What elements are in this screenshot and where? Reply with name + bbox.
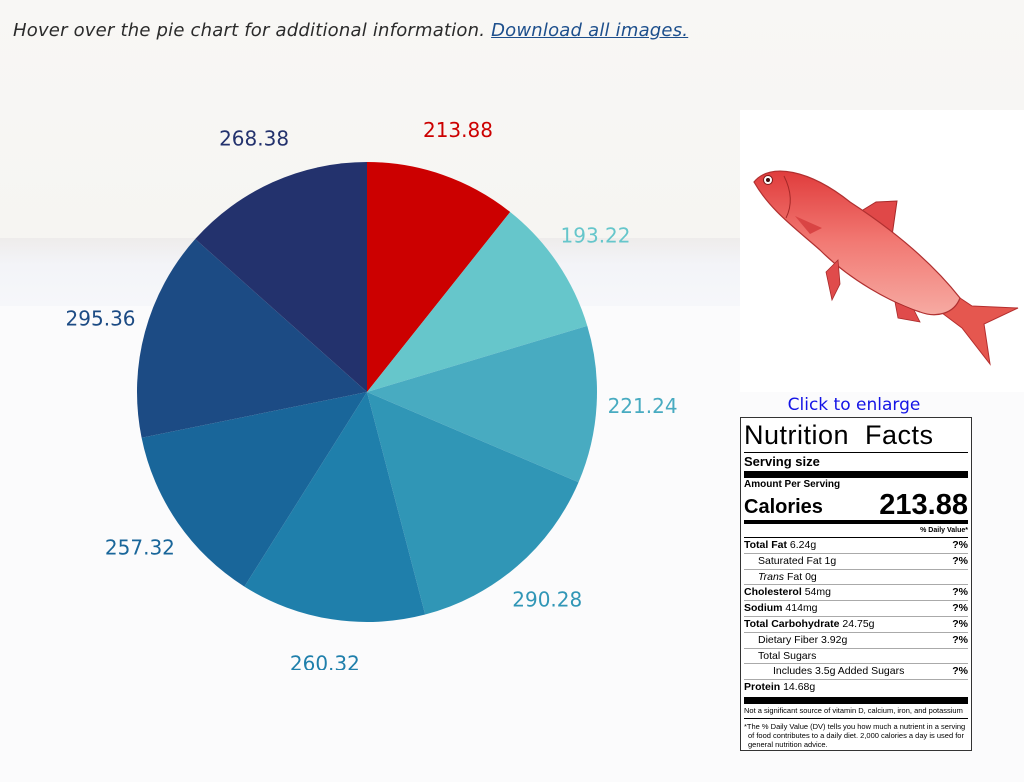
pie-slice[interactable] [195,162,367,392]
medium-divider [744,520,968,524]
pie-slice-label: 221.24 [608,394,678,418]
daily-value-percent: ?% [952,586,968,599]
pie-slice-label: 213.88 [423,118,493,142]
click-to-enlarge-link[interactable]: Click to enlarge [787,395,921,415]
pie-chart[interactable]: 213.88 193.22 221.24 290.28 260.32 257.32 295.… [0,90,740,670]
nutrient-row-total-fat: Total Fat 6.24g ?% [744,538,968,554]
daily-value-percent: ?% [952,554,968,567]
pie-slice-label: 268.38 [219,127,289,151]
daily-value-percent: ?% [952,617,968,630]
pie-slice[interactable] [141,392,367,587]
nutrient-row-total-carbohydrate: Total Carbohydrate 24.75g ?% [744,617,968,633]
nutrient-row-protein: Protein 14.68g [744,681,816,694]
daily-value-percent: ?% [952,665,968,678]
pie-slice-label: 260.32 [290,651,360,670]
thick-divider [744,471,968,478]
calories-row: Calories 213.88 [744,489,968,521]
thick-divider [744,696,968,704]
calories-value: 213.88 [879,489,968,521]
pie-slice[interactable] [367,211,588,392]
nutrition-note: Not a significant source of vitamin D, c… [744,705,963,715]
pie-slice[interactable] [137,239,367,438]
nutrient-row-sodium: Sodium 414mg ?% [744,601,968,617]
download-all-images-link[interactable]: Download all images. [491,20,689,41]
pie-slice-label: 257.32 [105,535,175,559]
nutrition-footnote: *The % Daily Value (DV) tells you how mu… [744,717,968,749]
pie-slice[interactable] [367,392,579,615]
pie-slice[interactable] [367,325,597,483]
nutrient-row-dietary-fiber: Dietary Fiber 3.92g ?% [744,633,968,649]
nutrition-facts-title: Nutrition Facts [744,420,934,450]
pie-slice[interactable] [244,392,426,622]
nutrient-row-saturated-fat: Saturated Fat 1g ?% [744,554,968,570]
daily-value-header: % Daily Value* [744,525,968,538]
nutrient-row-total-sugars: Total Sugars [744,649,968,665]
daily-value-percent: ?% [952,633,968,646]
pie-slice-label: 290.28 [512,588,582,612]
nutrition-facts-panel: Nutrition Facts Serving size Amount Per … [740,417,972,751]
daily-value-percent: ?% [952,602,968,615]
intro-text: Hover over the pie chart for additional … [13,20,688,41]
nutrient-row-added-sugars: Includes 3.5g Added Sugars ?% [744,664,968,681]
calories-label: Calories [744,496,823,518]
daily-value-percent: ?% [952,539,968,551]
fish-illustration [753,170,1019,366]
pie-slice-label: 295.36 [66,307,136,331]
nutrient-row-cholesterol: Cholesterol 54mg ?% [744,585,968,602]
amount-per-serving-label: Amount Per Serving [744,479,841,490]
pie-slice-label: 193.22 [561,224,631,248]
serving-size-label: Serving size [744,452,968,469]
pie-slice[interactable] [367,162,511,392]
intro-hint: Hover over the pie chart for additional … [13,20,486,41]
fish-image[interactable] [740,110,1024,392]
nutrient-row-trans-fat: Trans Fat 0g [744,570,968,586]
